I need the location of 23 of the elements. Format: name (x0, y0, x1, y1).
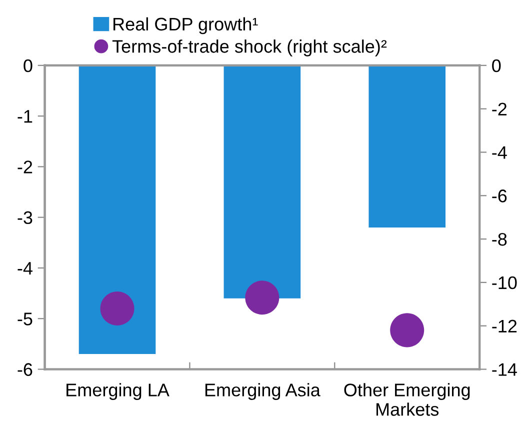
point (390, 313, 424, 348)
y-tick-label: -6 (18, 363, 32, 376)
y2-tick-label: 0 (492, 59, 501, 72)
legend-label: Real GDP growth¹ (114, 17, 258, 34)
legend-label: Terms-of-trade shock (right scale)² (112, 40, 387, 56)
y2-tick-label: -4 (492, 146, 507, 159)
x-tick-label: Emerging Asia (205, 383, 320, 400)
x-tick-label: Other Emerging Markets (344, 383, 470, 416)
y-tick-label: -5 (18, 312, 32, 326)
y2-tick-label: -2 (492, 102, 507, 116)
y-tick-label: 0 (24, 59, 32, 72)
y-tick-label: -2 (18, 160, 32, 174)
y2-tick-label: -8 (492, 232, 507, 246)
y-tick-label: -3 (18, 211, 32, 224)
y2-tick-label: -12 (492, 320, 517, 332)
y-tick-label: -4 (18, 262, 32, 275)
y-tick-label: -1 (18, 110, 32, 123)
y2-tick-label: -14 (492, 363, 517, 376)
x-tick-label: Emerging LA (66, 383, 170, 400)
y2-tick-label: -6 (492, 190, 507, 202)
y2-tick-label: -10 (492, 276, 517, 290)
point (100, 291, 134, 326)
point (245, 280, 280, 315)
